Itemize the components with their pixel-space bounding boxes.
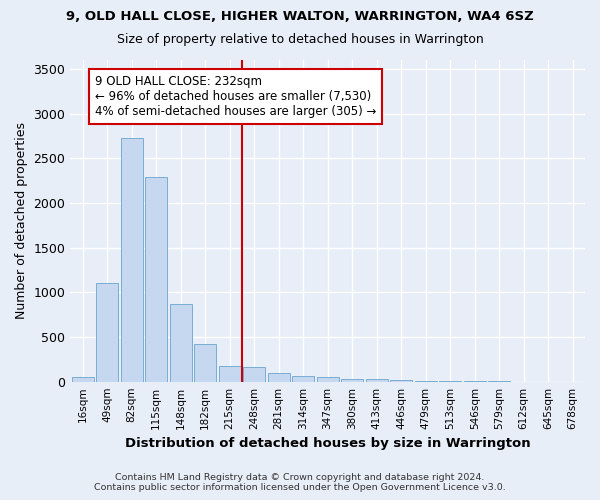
Bar [96, 284, 118, 382]
Bar [365, 380, 388, 382]
Text: Contains HM Land Registry data © Crown copyright and database right 2024.
Contai: Contains HM Land Registry data © Crown c… [94, 473, 506, 492]
Bar [145, 177, 167, 382]
Bar [194, 344, 216, 382]
Text: Size of property relative to detached houses in Warrington: Size of property relative to detached ho… [116, 32, 484, 46]
Bar [243, 367, 265, 382]
Bar [121, 138, 143, 382]
Y-axis label: Number of detached properties: Number of detached properties [15, 122, 28, 320]
X-axis label: Distribution of detached houses by size in Warrington: Distribution of detached houses by size … [125, 437, 530, 450]
Bar [415, 381, 437, 382]
Bar [218, 366, 241, 382]
Text: 9 OLD HALL CLOSE: 232sqm
← 96% of detached houses are smaller (7,530)
4% of semi: 9 OLD HALL CLOSE: 232sqm ← 96% of detach… [95, 75, 376, 118]
Bar [390, 380, 412, 382]
Bar [341, 378, 363, 382]
Bar [292, 376, 314, 382]
Bar [439, 381, 461, 382]
Bar [170, 304, 191, 382]
Text: 9, OLD HALL CLOSE, HIGHER WALTON, WARRINGTON, WA4 6SZ: 9, OLD HALL CLOSE, HIGHER WALTON, WARRIN… [66, 10, 534, 23]
Bar [268, 373, 290, 382]
Bar [71, 377, 94, 382]
Bar [317, 377, 338, 382]
